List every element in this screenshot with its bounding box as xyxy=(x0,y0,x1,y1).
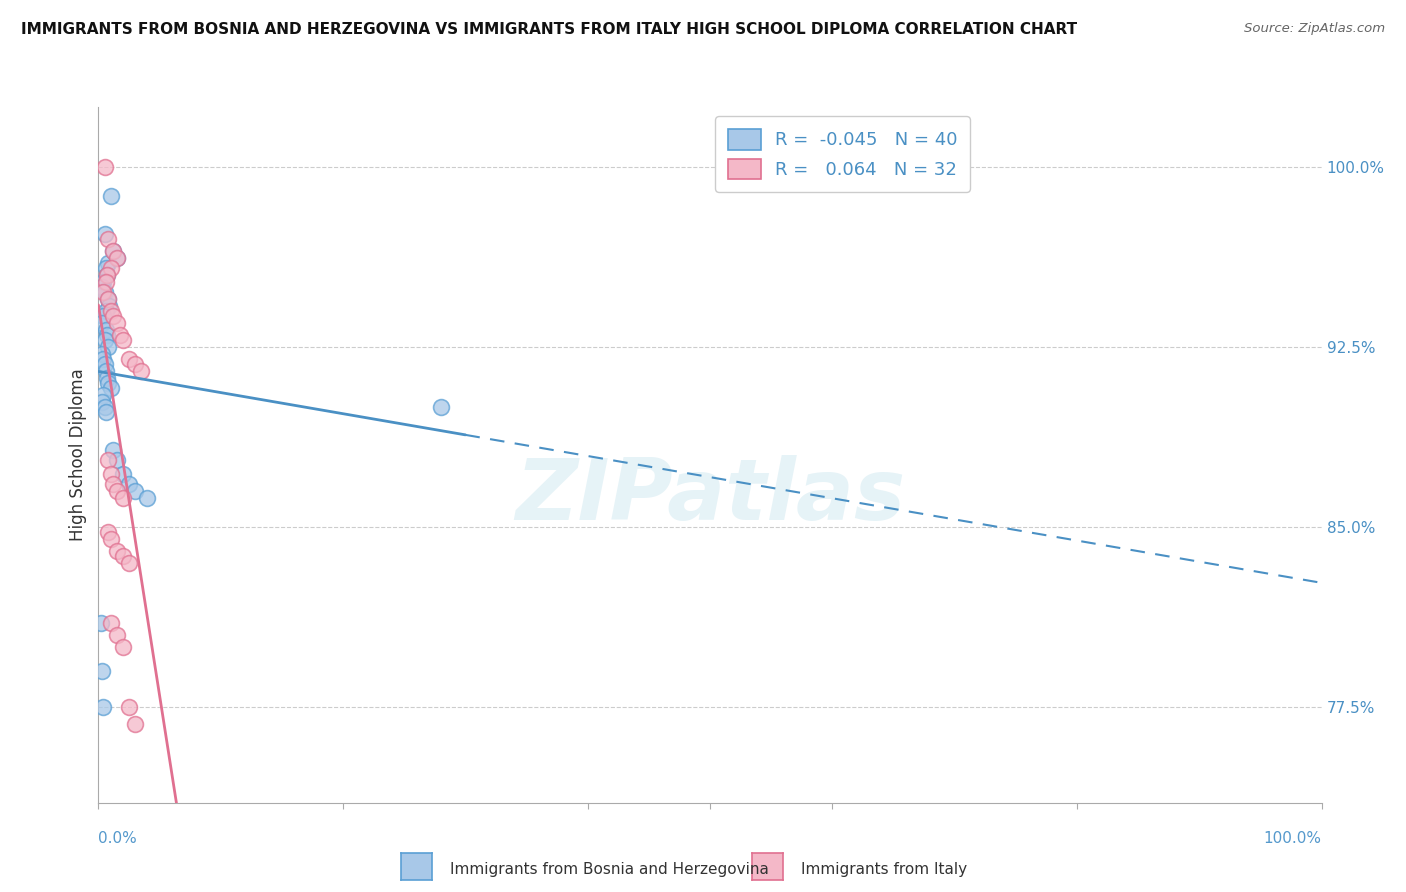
Point xyxy=(101,309,124,323)
Point xyxy=(430,400,453,414)
Point xyxy=(100,381,122,395)
Point xyxy=(97,292,120,306)
Point xyxy=(105,452,128,467)
Point xyxy=(96,268,118,282)
Point xyxy=(93,285,115,299)
Point xyxy=(91,285,114,299)
Point xyxy=(100,189,122,203)
Point xyxy=(124,716,146,731)
Point xyxy=(105,628,128,642)
Point xyxy=(105,251,128,265)
Point xyxy=(91,395,114,409)
Point xyxy=(124,357,146,371)
Point xyxy=(91,664,114,678)
Point xyxy=(94,304,117,318)
Point xyxy=(111,467,134,482)
Point xyxy=(101,476,124,491)
Point xyxy=(94,405,117,419)
Point xyxy=(100,304,122,318)
Text: 0.0%: 0.0% xyxy=(98,830,138,846)
Text: 100.0%: 100.0% xyxy=(1264,830,1322,846)
Legend: R =  -0.045   N = 40, R =   0.064   N = 32: R = -0.045 N = 40, R = 0.064 N = 32 xyxy=(716,116,970,192)
Point xyxy=(111,640,134,654)
Point xyxy=(118,476,141,491)
Point xyxy=(100,615,122,630)
Point xyxy=(93,333,115,347)
Y-axis label: High School Diploma: High School Diploma xyxy=(69,368,87,541)
Point xyxy=(111,549,134,563)
Point xyxy=(97,452,120,467)
Point xyxy=(94,323,117,337)
Point xyxy=(93,357,115,371)
Point xyxy=(110,328,132,343)
Point xyxy=(94,260,117,275)
Point xyxy=(101,443,124,458)
Point xyxy=(91,699,114,714)
Point xyxy=(100,260,122,275)
Point xyxy=(96,371,118,385)
Point xyxy=(118,351,141,366)
Point xyxy=(105,251,128,265)
Text: Immigrants from Bosnia and Herzegovina: Immigrants from Bosnia and Herzegovina xyxy=(450,863,769,877)
Point xyxy=(97,292,120,306)
Point xyxy=(100,467,122,482)
Point xyxy=(91,347,114,361)
Point xyxy=(91,388,114,402)
Point xyxy=(96,268,118,282)
Point xyxy=(97,376,120,390)
Point xyxy=(105,483,128,498)
Point xyxy=(91,280,114,294)
Point xyxy=(91,275,114,289)
Point xyxy=(111,333,134,347)
Point xyxy=(91,351,114,366)
Point xyxy=(97,524,120,539)
Point xyxy=(124,483,146,498)
Point xyxy=(105,316,128,330)
Point xyxy=(101,244,124,258)
Point xyxy=(93,160,115,174)
Point xyxy=(98,299,121,313)
Text: Immigrants from Italy: Immigrants from Italy xyxy=(801,863,967,877)
Point xyxy=(91,316,114,330)
Point xyxy=(111,491,134,505)
Point xyxy=(93,400,115,414)
Point xyxy=(94,364,117,378)
Point xyxy=(97,232,120,246)
Point xyxy=(118,556,141,570)
Text: IMMIGRANTS FROM BOSNIA AND HERZEGOVINA VS IMMIGRANTS FROM ITALY HIGH SCHOOL DIPL: IMMIGRANTS FROM BOSNIA AND HERZEGOVINA V… xyxy=(21,22,1077,37)
Point xyxy=(90,615,112,630)
Point xyxy=(91,309,114,323)
Point xyxy=(93,227,115,242)
Point xyxy=(97,256,120,270)
Point xyxy=(96,328,118,343)
Text: ZIPatlas: ZIPatlas xyxy=(515,455,905,538)
Point xyxy=(101,244,124,258)
Point xyxy=(136,491,159,505)
Point xyxy=(129,364,152,378)
Point xyxy=(97,340,120,354)
Text: Source: ZipAtlas.com: Source: ZipAtlas.com xyxy=(1244,22,1385,36)
Point xyxy=(118,699,141,714)
Point xyxy=(94,275,117,289)
Point xyxy=(100,532,122,546)
Point xyxy=(105,544,128,558)
